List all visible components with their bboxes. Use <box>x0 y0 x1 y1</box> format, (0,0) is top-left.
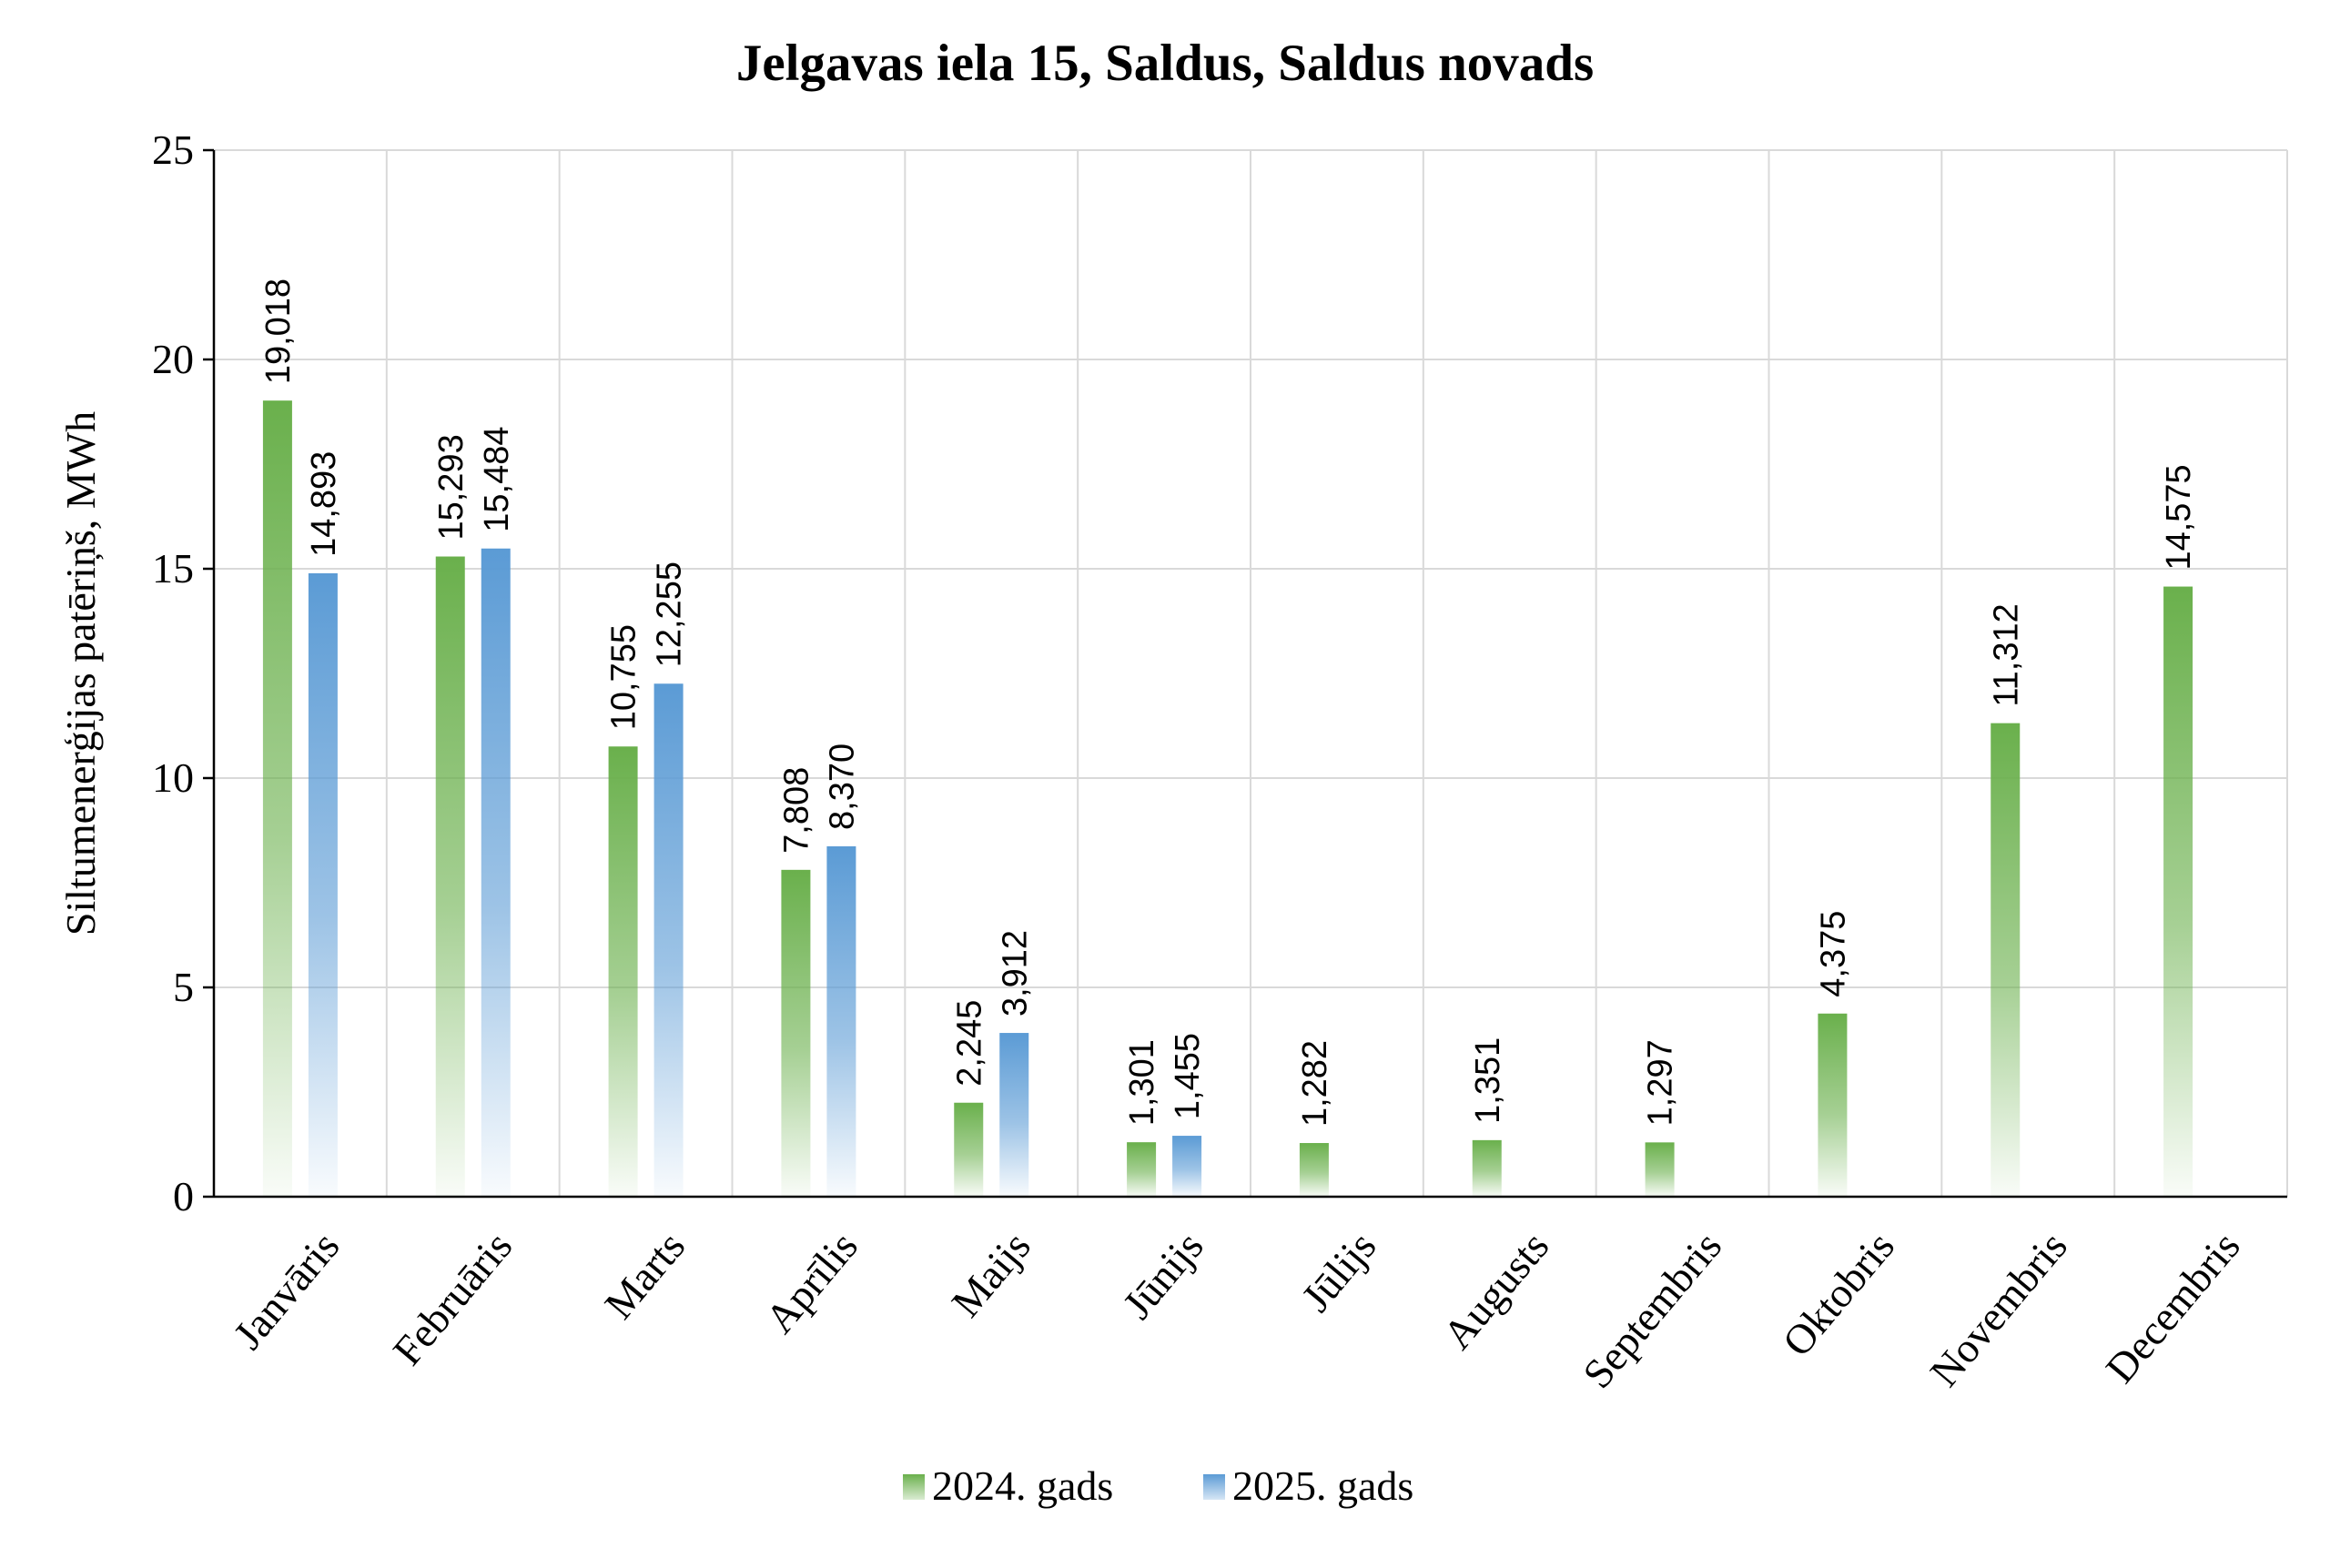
x-tick-label: Aprīlis <box>756 1223 866 1342</box>
x-tick-label: Jūlijs <box>1292 1223 1385 1320</box>
bar <box>781 869 811 1197</box>
y-axis-label: Siltumenerģijas patēriņš, MWh <box>57 411 104 936</box>
bar <box>481 548 511 1197</box>
gridlines <box>214 149 2288 1197</box>
data-label: 1,301 <box>1123 1039 1161 1126</box>
x-tick-label: Oktobris <box>1774 1223 1904 1365</box>
bar <box>1472 1139 1502 1197</box>
data-label: 14,575 <box>2160 464 2198 570</box>
legend: 2024. gads 2025. gads <box>903 1462 1413 1509</box>
data-label: 15,293 <box>432 434 471 540</box>
y-tick-label: 15 <box>152 545 194 592</box>
data-labels: 19,018 15,293 10,755 7,808 2,245 1,301 1,282 1,… <box>259 278 2198 1127</box>
bars <box>262 400 2193 1197</box>
y-tick-label: 20 <box>152 336 194 382</box>
data-label: 14,893 <box>305 451 343 557</box>
bar <box>1991 723 2021 1197</box>
x-tick-label: Marts <box>595 1223 694 1328</box>
y-tick-label: 0 <box>173 1173 194 1219</box>
x-tick-label: Novembris <box>1920 1223 2075 1395</box>
data-label: 2,245 <box>950 1000 988 1087</box>
y-tick-label: 25 <box>152 126 194 173</box>
bar <box>1299 1143 1329 1197</box>
x-tick-label: Jūnijs <box>1114 1223 1212 1328</box>
data-label: 11,312 <box>1987 603 2025 706</box>
x-tick-label: Februāris <box>384 1223 522 1374</box>
y-tick-label: 5 <box>173 964 194 1010</box>
legend-swatch <box>1203 1474 1225 1500</box>
bar <box>999 1033 1029 1197</box>
bar <box>1645 1142 1675 1197</box>
data-label: 10,755 <box>605 624 643 730</box>
data-label: 3,912 <box>996 930 1034 1017</box>
axes: 0 5 10 15 20 25 Janvāris Februāris Marts Aprīlis M… <box>152 126 2287 1397</box>
data-label: 8,370 <box>823 744 861 830</box>
data-label: 12,255 <box>651 561 689 667</box>
bar <box>608 746 638 1197</box>
data-label: 4,375 <box>1814 911 1852 997</box>
data-label: 1,282 <box>1296 1040 1334 1127</box>
data-label: 15,484 <box>478 427 516 532</box>
bar <box>653 683 684 1197</box>
bar <box>262 400 292 1197</box>
x-tick-label: Augusts <box>1433 1223 1557 1358</box>
x-tick-label: Septembris <box>1574 1223 1730 1397</box>
data-label: 7,808 <box>777 767 816 854</box>
bar <box>308 572 338 1197</box>
x-tick-label: Maijs <box>942 1223 1038 1326</box>
bar <box>1172 1136 1202 1197</box>
chart-title: Jelgavas iela 15, Saldus, Saldus novads <box>736 35 1594 92</box>
x-tick-label: Decembris <box>2097 1223 2249 1391</box>
bar <box>2163 586 2193 1197</box>
legend-label: 2024. gads <box>932 1462 1113 1509</box>
bar <box>954 1102 984 1197</box>
x-tick-label: Janvāris <box>225 1223 349 1358</box>
bar <box>435 556 465 1197</box>
data-label: 19,018 <box>259 278 298 384</box>
bar <box>826 845 856 1197</box>
bar <box>1818 1013 1848 1197</box>
legend-label: 2025. gads <box>1232 1462 1413 1509</box>
data-label: 1,455 <box>1169 1033 1207 1119</box>
y-tick-label: 10 <box>152 754 194 801</box>
data-label: 1,351 <box>1469 1037 1507 1124</box>
bar <box>1127 1142 1157 1197</box>
data-label: 1,297 <box>1642 1039 1680 1126</box>
legend-swatch <box>903 1474 925 1500</box>
